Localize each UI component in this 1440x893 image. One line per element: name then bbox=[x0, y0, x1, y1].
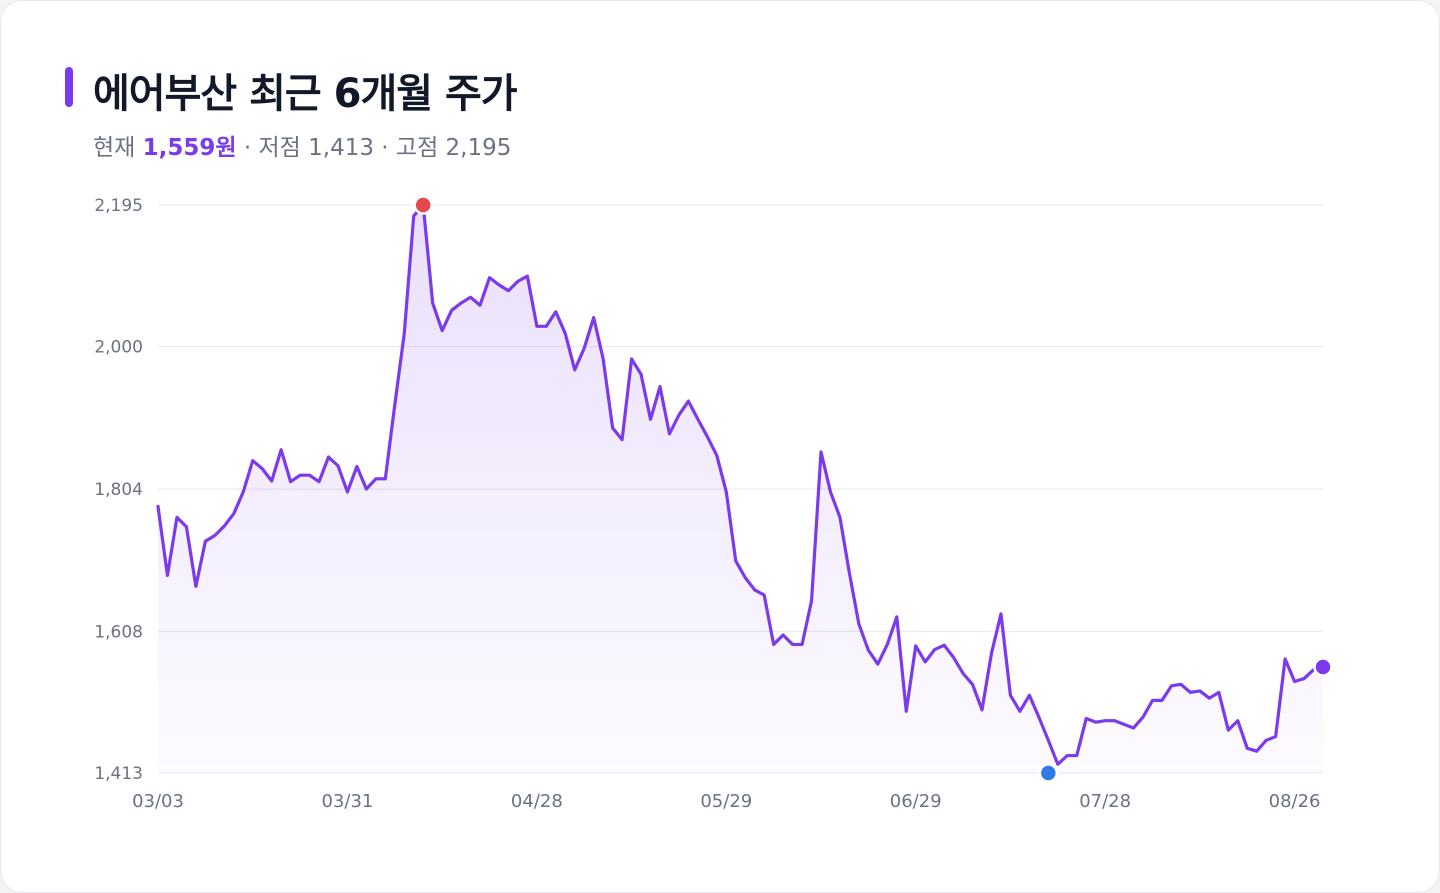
current-price: 1,559원 bbox=[142, 135, 237, 161]
y-tick-label: 2,195 bbox=[94, 196, 143, 216]
x-tick-label: 06/29 bbox=[890, 791, 942, 812]
x-tick-label: 03/31 bbox=[321, 791, 373, 812]
x-axis-ticks: 03/03 03/31 04/28 05/29 06/29 07/28 08/26 bbox=[132, 791, 1320, 812]
high-price: · 고점 2,195 bbox=[381, 135, 512, 161]
price-area-fill bbox=[158, 205, 1323, 773]
x-tick-label: 07/28 bbox=[1079, 791, 1131, 812]
marker-layer bbox=[413, 195, 1333, 783]
y-tick-label: 2,000 bbox=[94, 338, 143, 358]
title-accent-bar bbox=[65, 67, 73, 107]
x-tick-label: 04/28 bbox=[511, 791, 563, 812]
low-price: · 저점 1,413 bbox=[243, 135, 374, 161]
y-axis-ticks: 1,413 1,608 1,804 2,000 2,195 bbox=[94, 196, 143, 784]
low-point-marker bbox=[1038, 763, 1059, 783]
chart-title: 에어부산 최근 6개월 주가 bbox=[93, 71, 518, 117]
x-tick-label: 03/03 bbox=[132, 791, 184, 812]
y-tick-label: 1,608 bbox=[94, 622, 143, 642]
x-tick-label: 05/29 bbox=[700, 791, 752, 812]
current-point-marker bbox=[1313, 657, 1333, 677]
current-label: 현재 bbox=[93, 135, 136, 161]
price-line bbox=[156, 203, 1325, 766]
price-summary: 현재 1,559원 · 저점 1,413 · 고점 2,195 bbox=[93, 128, 511, 162]
high-point-marker bbox=[413, 195, 433, 215]
y-tick-label: 1,804 bbox=[94, 480, 143, 500]
x-tick-label: 08/26 bbox=[1269, 791, 1321, 812]
series-layer bbox=[156, 203, 1325, 773]
y-tick-label: 1,413 bbox=[94, 764, 143, 784]
